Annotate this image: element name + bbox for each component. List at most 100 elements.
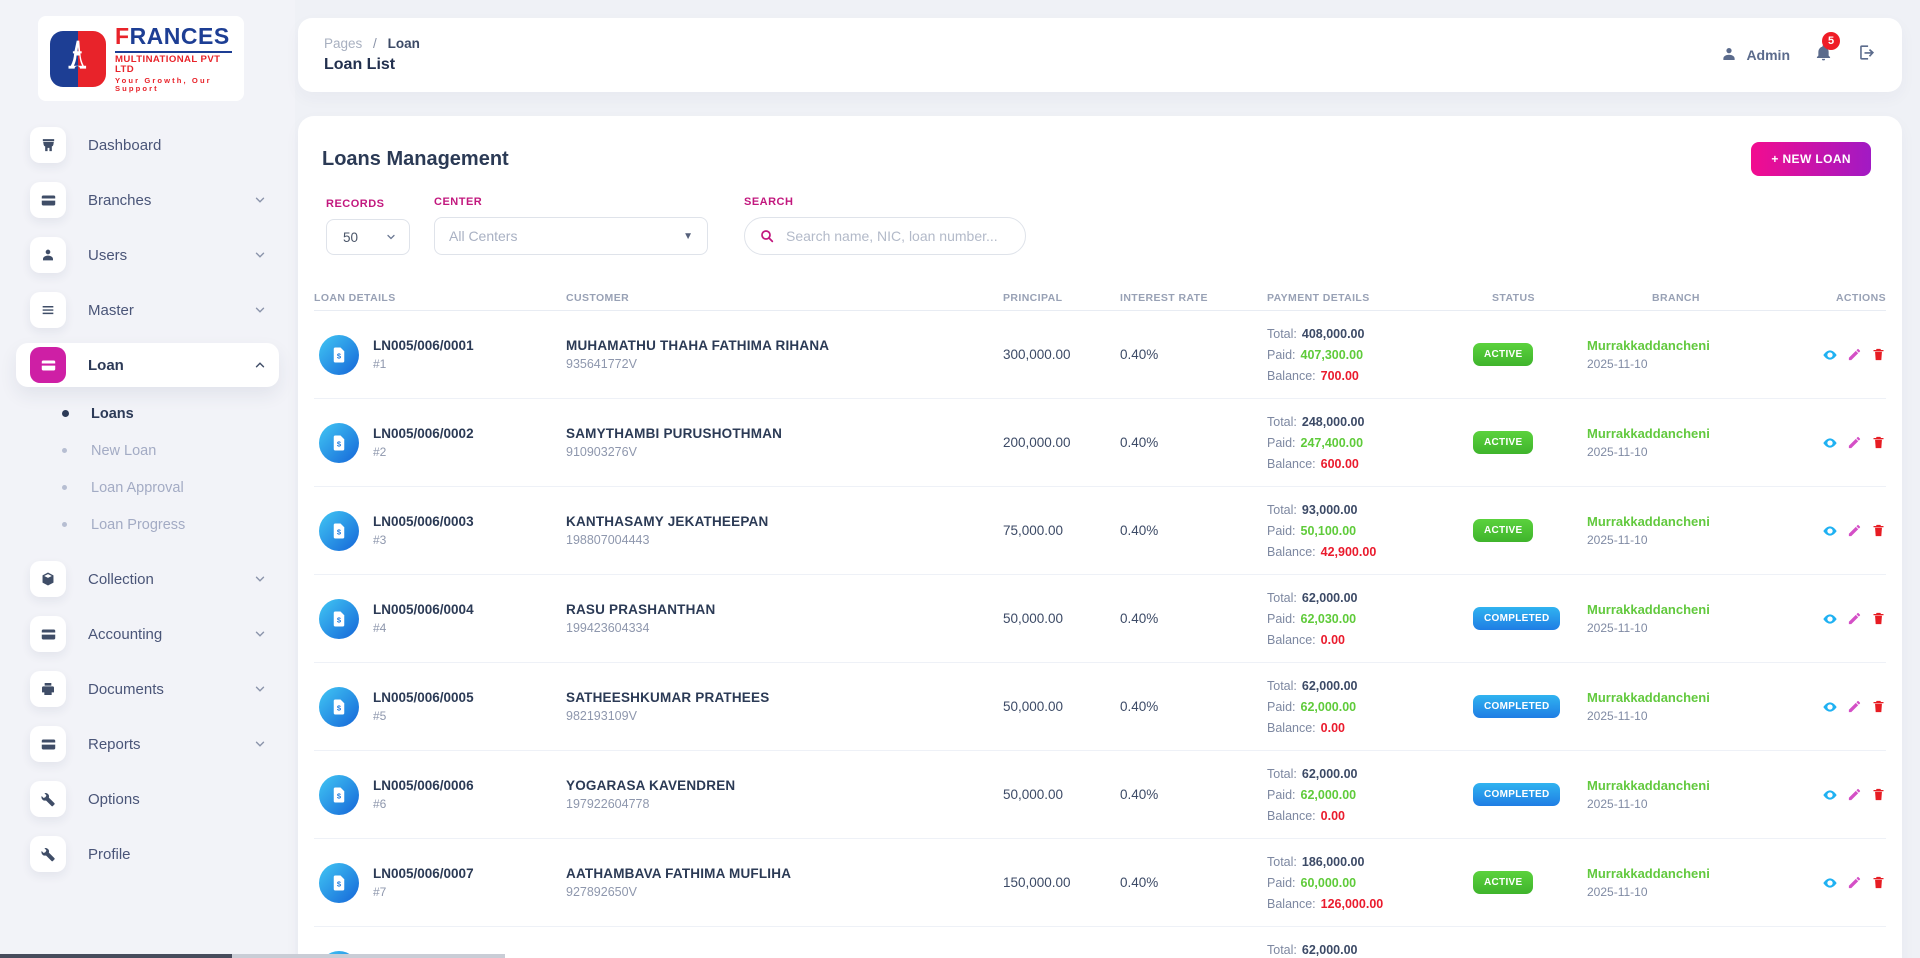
balance-value: 42,900.00: [1320, 544, 1377, 559]
center-select[interactable]: All Centers ▼: [434, 217, 708, 255]
branch-link[interactable]: Murrakkaddancheni: [1587, 426, 1710, 441]
sidebar-item-documents[interactable]: Documents: [16, 667, 279, 711]
balance-label: Balance:: [1267, 896, 1316, 911]
header-actions: Admin 5: [1720, 32, 1876, 67]
table-row: $ LN005/006/0004 #4 RASU PRASHANTHAN 199…: [314, 575, 1886, 663]
edit-icon[interactable]: [1847, 523, 1862, 539]
view-icon[interactable]: [1822, 435, 1838, 451]
total-label: Total:: [1267, 678, 1297, 693]
sidebar-item-dashboard[interactable]: Dashboard: [16, 123, 279, 167]
branch-link[interactable]: Murrakkaddancheni: [1587, 690, 1710, 705]
view-icon[interactable]: [1822, 523, 1838, 539]
new-loan-button[interactable]: + NEW LOAN: [1751, 142, 1871, 176]
loan-number: LN005/006/0007: [373, 866, 474, 881]
breadcrumb-loan[interactable]: Loan: [387, 36, 420, 51]
logout-button[interactable]: [1857, 43, 1876, 67]
horizontal-scrollbar-thumb[interactable]: [0, 954, 232, 958]
records-select[interactable]: 50: [326, 219, 410, 255]
edit-icon[interactable]: [1847, 347, 1862, 363]
notifications-button[interactable]: 5: [1814, 32, 1840, 67]
brand-text: FRANCES MULTINATIONAL PVT LTD Your Growt…: [115, 25, 232, 92]
sidebar-item-master[interactable]: Master: [16, 288, 279, 332]
column-header: CUSTOMER: [566, 291, 630, 304]
delete-icon[interactable]: [1871, 699, 1886, 715]
table-row: $ Total:62,000.00 Paid: Balance:: [314, 927, 1886, 958]
breadcrumb-pages[interactable]: Pages: [324, 36, 363, 51]
delete-icon[interactable]: [1871, 435, 1886, 451]
sidebar-item-label: Loan: [88, 356, 124, 374]
edit-icon[interactable]: [1847, 699, 1862, 715]
branch-link[interactable]: Murrakkaddancheni: [1587, 866, 1710, 881]
delete-icon[interactable]: [1871, 787, 1886, 803]
loan-sequence: #4: [373, 621, 387, 635]
bullet-icon: [62, 410, 69, 418]
view-icon[interactable]: [1822, 699, 1838, 715]
chevron-down-icon: [253, 572, 267, 586]
delete-icon[interactable]: [1871, 523, 1886, 539]
customer-name: SAMYTHAMBI PURUSHOTHMAN: [566, 426, 783, 441]
delete-icon[interactable]: [1871, 875, 1886, 891]
notification-badge: 5: [1822, 32, 1840, 50]
sidebar-item-branches[interactable]: Branches: [16, 178, 279, 222]
chevron-down-icon: [253, 682, 267, 696]
branch-link[interactable]: Murrakkaddancheni: [1587, 514, 1710, 529]
horizontal-scrollbar-track[interactable]: [0, 954, 505, 958]
submenu-item-loan-progress[interactable]: Loan Progress: [0, 506, 295, 543]
sidebar-item-users[interactable]: Users: [16, 233, 279, 277]
loan-sequence: #1: [373, 357, 387, 371]
edit-icon[interactable]: [1847, 875, 1862, 891]
customer-nic: 910903276V: [566, 445, 637, 459]
column-header: ACTIONS: [1835, 291, 1886, 304]
submenu-item-loans[interactable]: Loans: [0, 395, 295, 432]
records-value: 50: [343, 229, 359, 245]
balance-label: Balance:: [1267, 456, 1316, 471]
center-filter: CENTER All Centers ▼: [434, 196, 720, 255]
total-value: 62,000.00: [1301, 942, 1358, 957]
customer-name: RASU PRASHANTHAN: [566, 602, 716, 617]
status-badge: COMPLETED: [1473, 783, 1561, 806]
sidebar: FRANCES MULTINATIONAL PVT LTD Your Growt…: [0, 0, 295, 958]
principal-amount: 75,000.00: [1003, 523, 1064, 538]
payment-details: Total: 93,000.00 Paid: 50,100.00 Balance: 4…: [1267, 503, 1467, 559]
sidebar-item-options[interactable]: Options: [16, 777, 279, 821]
view-icon[interactable]: [1822, 875, 1838, 891]
loan-document-icon: $: [319, 598, 359, 639]
search-input[interactable]: [786, 228, 1006, 244]
total-label: Total:: [1267, 414, 1297, 429]
customer-nic: 197922604778: [566, 797, 650, 811]
branch-link[interactable]: Murrakkaddancheni: [1587, 602, 1710, 617]
principal-amount: 50,000.00: [1003, 611, 1064, 626]
sidebar-item-loan[interactable]: Loan: [16, 343, 279, 387]
delete-icon[interactable]: [1871, 611, 1886, 627]
sidebar-item-loan-active: Loan: [16, 343, 279, 388]
sidebar-item-collection[interactable]: Collection: [16, 557, 279, 601]
submenu-item-loan-approval[interactable]: Loan Approval: [0, 469, 295, 506]
svg-text:$: $: [337, 703, 342, 712]
principal-amount: 300,000.00: [1003, 347, 1071, 362]
edit-icon[interactable]: [1847, 787, 1862, 803]
submenu-item-new-loan[interactable]: New Loan: [0, 432, 295, 469]
customer-nic: 935641772V: [566, 357, 637, 371]
admin-menu[interactable]: Admin: [1720, 45, 1790, 66]
sidebar-item-profile[interactable]: Profile: [16, 832, 279, 876]
view-icon[interactable]: [1822, 347, 1838, 363]
sidebar-item-accounting[interactable]: Accounting: [16, 612, 279, 656]
status-badge: ACTIVE: [1473, 343, 1534, 366]
branch-link[interactable]: Murrakkaddancheni: [1587, 778, 1710, 793]
edit-icon[interactable]: [1847, 611, 1862, 627]
view-icon[interactable]: [1822, 787, 1838, 803]
paid-label: Paid:: [1267, 875, 1296, 890]
delete-icon[interactable]: [1871, 347, 1886, 363]
status-badge: ACTIVE: [1473, 431, 1534, 454]
principal-amount: 150,000.00: [1003, 875, 1071, 890]
sidebar-item-reports[interactable]: Reports: [16, 722, 279, 766]
column-header: LOAN DETAILS: [314, 291, 396, 304]
table-row: $ LN005/006/0002 #2 SAMYTHAMBI PURUSHOTH…: [314, 399, 1886, 487]
branch-link[interactable]: Murrakkaddancheni: [1587, 338, 1710, 353]
edit-icon[interactable]: [1847, 435, 1862, 451]
paid-value: 62,030.00: [1300, 611, 1357, 626]
chevron-up-icon: [253, 358, 267, 372]
interest-rate: 0.40%: [1120, 787, 1159, 802]
balance-label: Balance:: [1267, 808, 1316, 823]
view-icon[interactable]: [1822, 611, 1838, 627]
